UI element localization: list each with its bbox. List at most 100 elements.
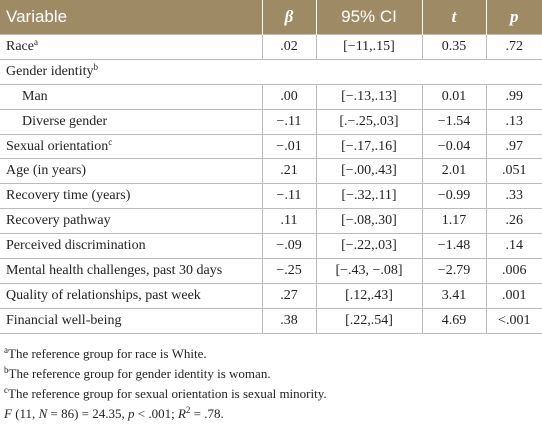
stat-text: N [38, 405, 48, 421]
header-cell: Variable [0, 0, 263, 35]
header-cell: 95% CI [316, 0, 423, 35]
label-cell: Perceived discrimination [0, 233, 263, 260]
ci-text: [−.00,.43] [341, 163, 397, 179]
header-cell: t [422, 0, 487, 35]
stat-text: p [127, 405, 135, 421]
stat-text: F [4, 405, 12, 421]
beta-cell: −.11 [261, 183, 317, 210]
label-cell: Man [0, 83, 263, 110]
beta-text: .21 [280, 163, 298, 179]
table-row: Diverse gender −.11 [.−.25,.03] −1.54 .13 [0, 108, 542, 135]
beta-text: .11 [280, 213, 298, 229]
ci-cell: [.−.25,.03] [315, 108, 423, 135]
note-text: The reference group for gender identity … [8, 365, 271, 381]
p-text: .99 [505, 88, 524, 104]
t-cell: −1.54 [421, 108, 487, 135]
label-cell: Financial well-being [0, 307, 263, 334]
footnote-mark: c [4, 384, 8, 395]
t-cell: −1.48 [421, 233, 487, 260]
table-row: Man .00 [−.13,.13] 0.01 .99 [0, 83, 542, 110]
ci-text: [.22,.54] [345, 312, 393, 328]
p-cell: .051 [485, 158, 542, 185]
stat-text: = .78. [190, 405, 224, 421]
label-cell: Recovery time (years) [0, 183, 263, 210]
label-text: Race [6, 38, 34, 54]
p-text: .051 [502, 163, 527, 179]
beta-text: −.11 [276, 113, 302, 129]
table-row: Recovery pathway .11 [−.08,.30] 1.17 .26 [0, 208, 542, 235]
label-cell: Age (in years) [0, 158, 263, 185]
t-text: −1.54 [437, 113, 471, 129]
footnote-mark: a [4, 344, 8, 355]
p-cell: .14 [485, 233, 542, 260]
label-text: Sexual orientation [6, 138, 109, 154]
p-text: .97 [505, 138, 524, 154]
ci-cell: [−.08,.30] [315, 208, 423, 235]
note: cThe reference group for sexual orientat… [4, 384, 542, 404]
beta-text: .00 [280, 88, 298, 104]
beta-text: .02 [280, 38, 298, 54]
ci-text: [−.22,.03] [341, 238, 397, 254]
p-cell: .13 [485, 108, 542, 135]
t-cell: 0.01 [421, 83, 487, 110]
stat-text: R [177, 405, 186, 421]
ci-text: [.12,.43] [345, 287, 393, 303]
p-text: .26 [505, 213, 524, 229]
p-cell: .97 [485, 133, 542, 160]
t-cell: −2.79 [421, 258, 487, 284]
t-text: −2.79 [437, 262, 471, 278]
beta-text: −.25 [276, 262, 302, 278]
label-cell: Diverse gender [0, 108, 263, 135]
footnote-mark: b [4, 364, 9, 375]
p-cell: .001 [485, 282, 542, 309]
t-cell: 2.01 [421, 158, 487, 185]
p-cell: .33 [485, 183, 542, 210]
ci-text: [.−.25,.03] [339, 113, 399, 129]
beta-cell: .21 [261, 158, 317, 185]
table-row: Sexual orientationc −.01 [−.17,.16] −0.04 .9… [0, 133, 542, 160]
t-cell: −0.99 [421, 183, 487, 210]
header-cell: p [486, 0, 542, 35]
ci-text: [−.32,.11] [341, 188, 397, 204]
footnote-mark: c [108, 136, 113, 147]
note: aThe reference group for race is White. [4, 344, 542, 364]
label-text: Quality of relationships, past week [6, 287, 201, 303]
beta-cell: .38 [261, 307, 317, 334]
ci-cell: [.22,.54] [315, 307, 423, 334]
t-text: −0.99 [437, 188, 471, 204]
table-row: Mental health challenges, past 30 days −.… [0, 258, 542, 284]
label-cell: Racea [0, 34, 263, 60]
ci-cell: [−.17,.16] [315, 133, 423, 160]
ci-text: [−.08,.30] [341, 213, 397, 229]
label-cell: Sexual orientationc [0, 133, 263, 160]
t-text: 0.01 [441, 88, 467, 104]
p-cell: <.001 [485, 307, 542, 334]
stat-text: (11, [11, 405, 39, 421]
notes: aThe reference group for race is White. b… [0, 334, 542, 424]
t-text: −1.48 [437, 238, 471, 254]
t-text: 0.35 [441, 38, 467, 54]
label-text: Financial well-being [6, 312, 122, 328]
ci-text: [−11,.15] [343, 38, 395, 54]
p-text: .006 [502, 262, 527, 278]
table-row: Perceived discrimination −.09 [−.22,.03] −1… [0, 233, 542, 260]
table-row: Age (in years) .21 [−.00,.43] 2.01 .051 [0, 158, 542, 185]
ci-cell: [−.00,.43] [315, 158, 423, 185]
ci-text: [−.17,.16] [341, 138, 397, 154]
beta-cell: .27 [261, 282, 317, 309]
t-text: 2.01 [441, 163, 467, 179]
header-cell: β [262, 0, 317, 35]
table-row: Financial well-being .38 [.22,.54] 4.69 <.00… [0, 307, 542, 334]
t-cell: 1.17 [421, 208, 487, 235]
beta-cell: .02 [261, 34, 317, 60]
label-text: Gender identity [6, 63, 94, 79]
table-body: Racea .02 [−11,.15] 0.35 .72 Gender identityb… [0, 34, 542, 334]
note-text: The reference group for sexual orientati… [8, 385, 327, 401]
beta-cell: .11 [261, 208, 317, 235]
stat-text: 2 [185, 404, 191, 415]
beta-text: .38 [280, 312, 298, 328]
ci-cell: [−.32,.11] [315, 183, 423, 210]
p-text: <.001 [498, 312, 531, 328]
label-cell: Quality of relationships, past week [0, 282, 263, 309]
